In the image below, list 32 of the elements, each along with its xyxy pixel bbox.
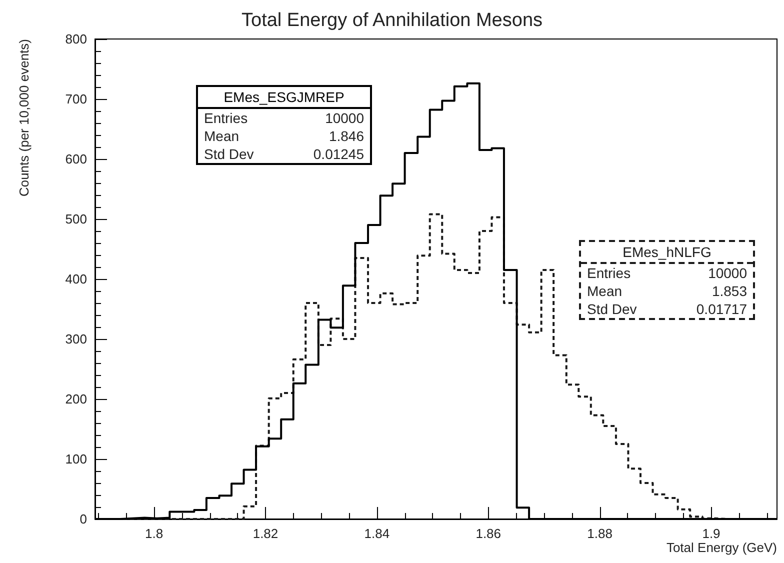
text: EMes_hNLFG xyxy=(581,242,753,264)
annotation: Std Dev xyxy=(204,146,254,162)
x-tick-label: 1.88 xyxy=(587,526,612,541)
y-tick-label: 200 xyxy=(65,392,87,406)
annotation: 0.01717 xyxy=(696,301,747,317)
y-tick-label: 0 xyxy=(80,512,87,526)
x-axis-title: Total Energy (GeV) xyxy=(666,540,777,555)
y-tick-label: 300 xyxy=(65,332,87,346)
annotation: 0.01245 xyxy=(313,146,364,162)
x-tick-label: 1.82 xyxy=(252,526,278,541)
x-tick-label: 1.8 xyxy=(145,526,164,541)
y-tick-label: 800 xyxy=(65,32,87,46)
annotation: Mean xyxy=(587,283,622,299)
annotation: 1.846 xyxy=(328,128,364,144)
x-tick-label: 1.86 xyxy=(476,526,502,541)
annotation: 10000 xyxy=(325,110,364,126)
y-tick-label: 500 xyxy=(65,212,87,226)
annotation: Mean xyxy=(204,128,240,144)
annotation: Entries xyxy=(204,110,248,126)
y-tick-label: 400 xyxy=(65,272,87,286)
y-tick-label: 600 xyxy=(65,152,87,166)
annotation: Std Dev xyxy=(587,301,637,317)
y-tick-label: 100 xyxy=(65,452,87,466)
x-tick-label: 1.9 xyxy=(702,526,720,541)
annotation: 10000 xyxy=(708,265,747,281)
chart-title: Total Energy of Annihilation Mesons xyxy=(241,10,543,31)
text: EMes_ESGJMREP xyxy=(198,87,370,109)
annotation: Entries xyxy=(587,265,631,281)
y-axis-title: Counts (per 10,000 events) xyxy=(16,39,32,197)
x-tick-label: 1.84 xyxy=(364,526,390,541)
annotation: 1.853 xyxy=(712,283,747,299)
y-tick-label: 700 xyxy=(65,92,87,106)
